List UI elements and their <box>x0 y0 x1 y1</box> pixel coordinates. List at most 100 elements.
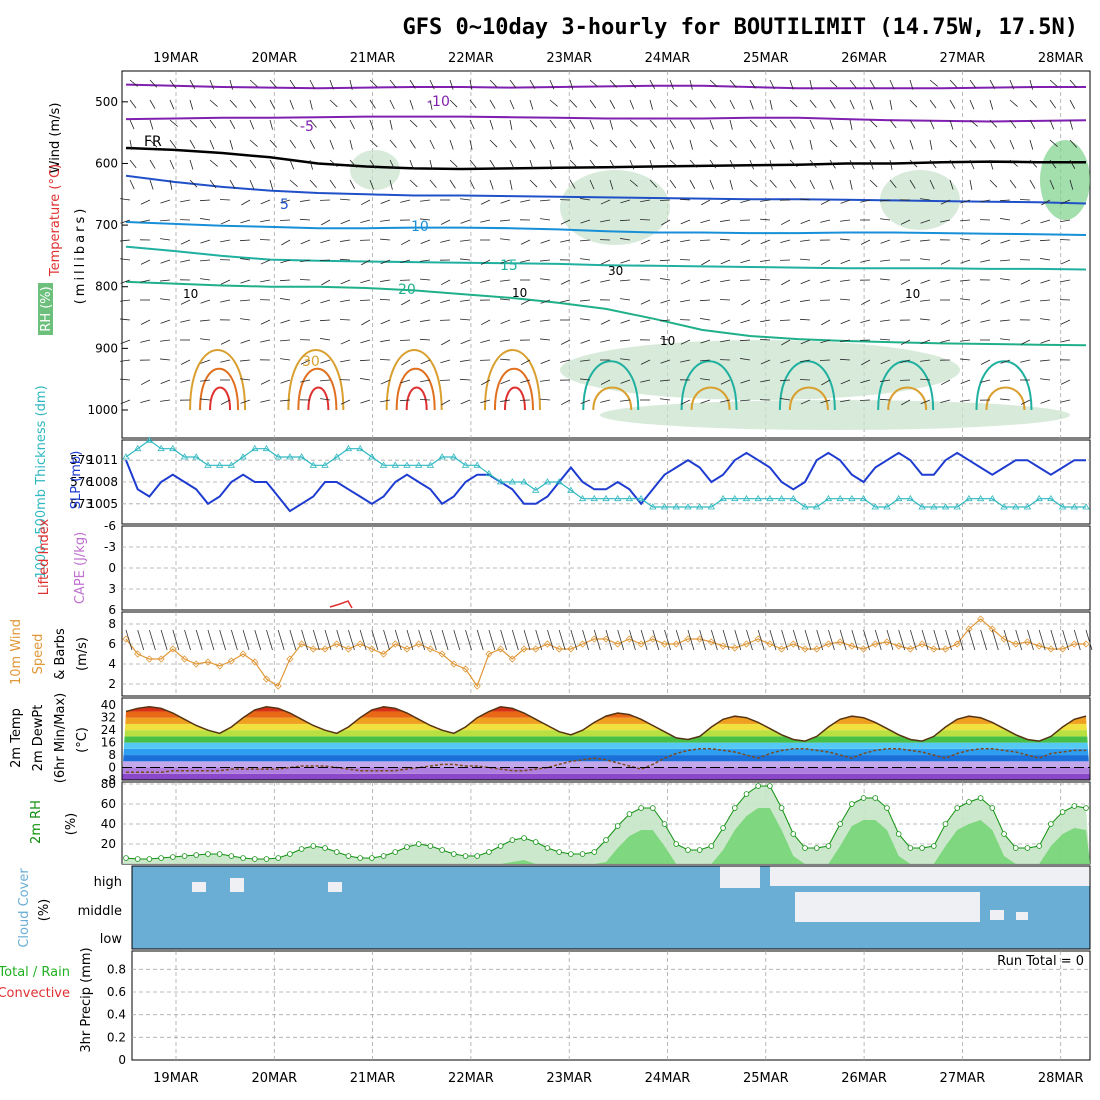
wind-speed-point <box>1047 645 1055 653</box>
wind-barb <box>380 259 391 265</box>
clear-cell <box>720 866 760 888</box>
wind-barb <box>769 139 775 150</box>
wind-barb <box>740 199 751 203</box>
wind-barb <box>420 299 431 305</box>
wind-barb <box>580 399 591 404</box>
wind-barb <box>719 299 731 301</box>
wind-barb <box>309 79 315 90</box>
wind-barb <box>529 139 536 149</box>
wind-barb <box>360 339 371 344</box>
wind10-barb <box>1073 629 1081 651</box>
wind-barb <box>929 179 935 190</box>
wind-barb <box>340 339 351 345</box>
thickness-point <box>602 494 610 502</box>
thickness-point <box>157 444 165 452</box>
rh-point <box>720 825 726 831</box>
wind-barb <box>400 379 411 384</box>
wind-barb <box>529 179 538 188</box>
wind-barb <box>1040 399 1051 404</box>
wind-barb <box>320 239 331 244</box>
wind-barb <box>260 399 271 403</box>
wind-barb <box>300 239 311 245</box>
wind-speed-line <box>125 618 1086 688</box>
cloud-high-label: high <box>94 875 122 890</box>
wind-barb <box>660 278 671 281</box>
temp-band <box>122 717 1090 724</box>
wind-barb <box>649 139 656 149</box>
wind-barb <box>240 399 251 404</box>
wind-barb <box>160 319 171 324</box>
wind10-barb <box>219 629 227 651</box>
wind-speed-point <box>988 625 996 633</box>
wind-barb <box>709 139 718 147</box>
wind-barb <box>359 359 371 362</box>
wind-barb <box>849 99 855 110</box>
wind-barb <box>269 179 274 190</box>
wind-barb <box>640 259 651 263</box>
wind-barb <box>401 359 411 366</box>
thickness-point <box>614 494 622 502</box>
wind-barb <box>379 359 391 361</box>
wind-barb <box>949 179 954 190</box>
wind-barb <box>609 139 618 148</box>
wind-barb <box>329 99 338 108</box>
wind-barb <box>340 219 351 225</box>
clear-cell <box>328 882 342 892</box>
wind-barb <box>889 119 897 129</box>
cloud-frame <box>131 865 1091 950</box>
wind-barb <box>640 299 651 305</box>
thickness-point <box>1012 503 1020 510</box>
wind-barb <box>389 159 395 170</box>
wind-barb <box>480 199 491 205</box>
wind-barb <box>640 319 651 323</box>
chart-title: GFS 0~10day 3-hourly for BOUTILIMIT (14.… <box>402 15 1078 40</box>
wind-barb <box>929 99 937 109</box>
date-top-22mar: 22MAR <box>448 51 494 66</box>
wind-barb <box>189 179 198 188</box>
wind-barb <box>160 238 171 241</box>
rh-point <box>415 841 422 847</box>
wind-speed-point <box>895 642 903 650</box>
rh-point <box>193 852 200 858</box>
wind-barb <box>969 79 977 89</box>
wind-barb <box>240 299 251 302</box>
wind-barb <box>200 218 211 221</box>
wind-barb <box>759 278 771 281</box>
wind-barb <box>660 319 671 322</box>
wind-barb <box>660 239 671 244</box>
thickness-point <box>625 494 634 502</box>
wind-barb <box>309 119 317 128</box>
wind-barb <box>540 239 551 244</box>
wind-barb <box>1069 179 1074 190</box>
wind-barb <box>240 378 251 381</box>
wind-barb <box>440 279 451 286</box>
wind10-barb <box>242 629 250 651</box>
wind-barb <box>701 199 711 206</box>
wind-barb <box>260 199 271 205</box>
wind-barb <box>1041 199 1051 206</box>
wind-barb <box>789 79 794 90</box>
rh-point <box>661 821 668 827</box>
wind-barb <box>869 139 876 149</box>
rh-point <box>497 843 504 849</box>
wind-barb <box>940 379 951 386</box>
ytick-500: 500 <box>95 95 118 109</box>
wind-barb <box>419 399 431 401</box>
wind-speed-point <box>286 655 294 663</box>
wind10-barb <box>430 629 437 651</box>
thickness-point <box>532 486 540 493</box>
wind-barb <box>1029 159 1038 168</box>
thickness-point <box>848 494 856 502</box>
thickness-point <box>379 461 388 468</box>
wind-barb <box>279 219 291 221</box>
temp-band <box>122 761 1090 768</box>
wind-barb <box>860 239 871 245</box>
wind-barb <box>420 359 431 365</box>
rh-point <box>509 837 516 843</box>
thickness-point <box>426 461 435 468</box>
wind-barb <box>781 279 791 286</box>
clear-cell <box>795 892 980 922</box>
wind-barb <box>249 79 258 87</box>
wind10-barb <box>746 629 753 651</box>
wind-barb <box>749 79 756 89</box>
